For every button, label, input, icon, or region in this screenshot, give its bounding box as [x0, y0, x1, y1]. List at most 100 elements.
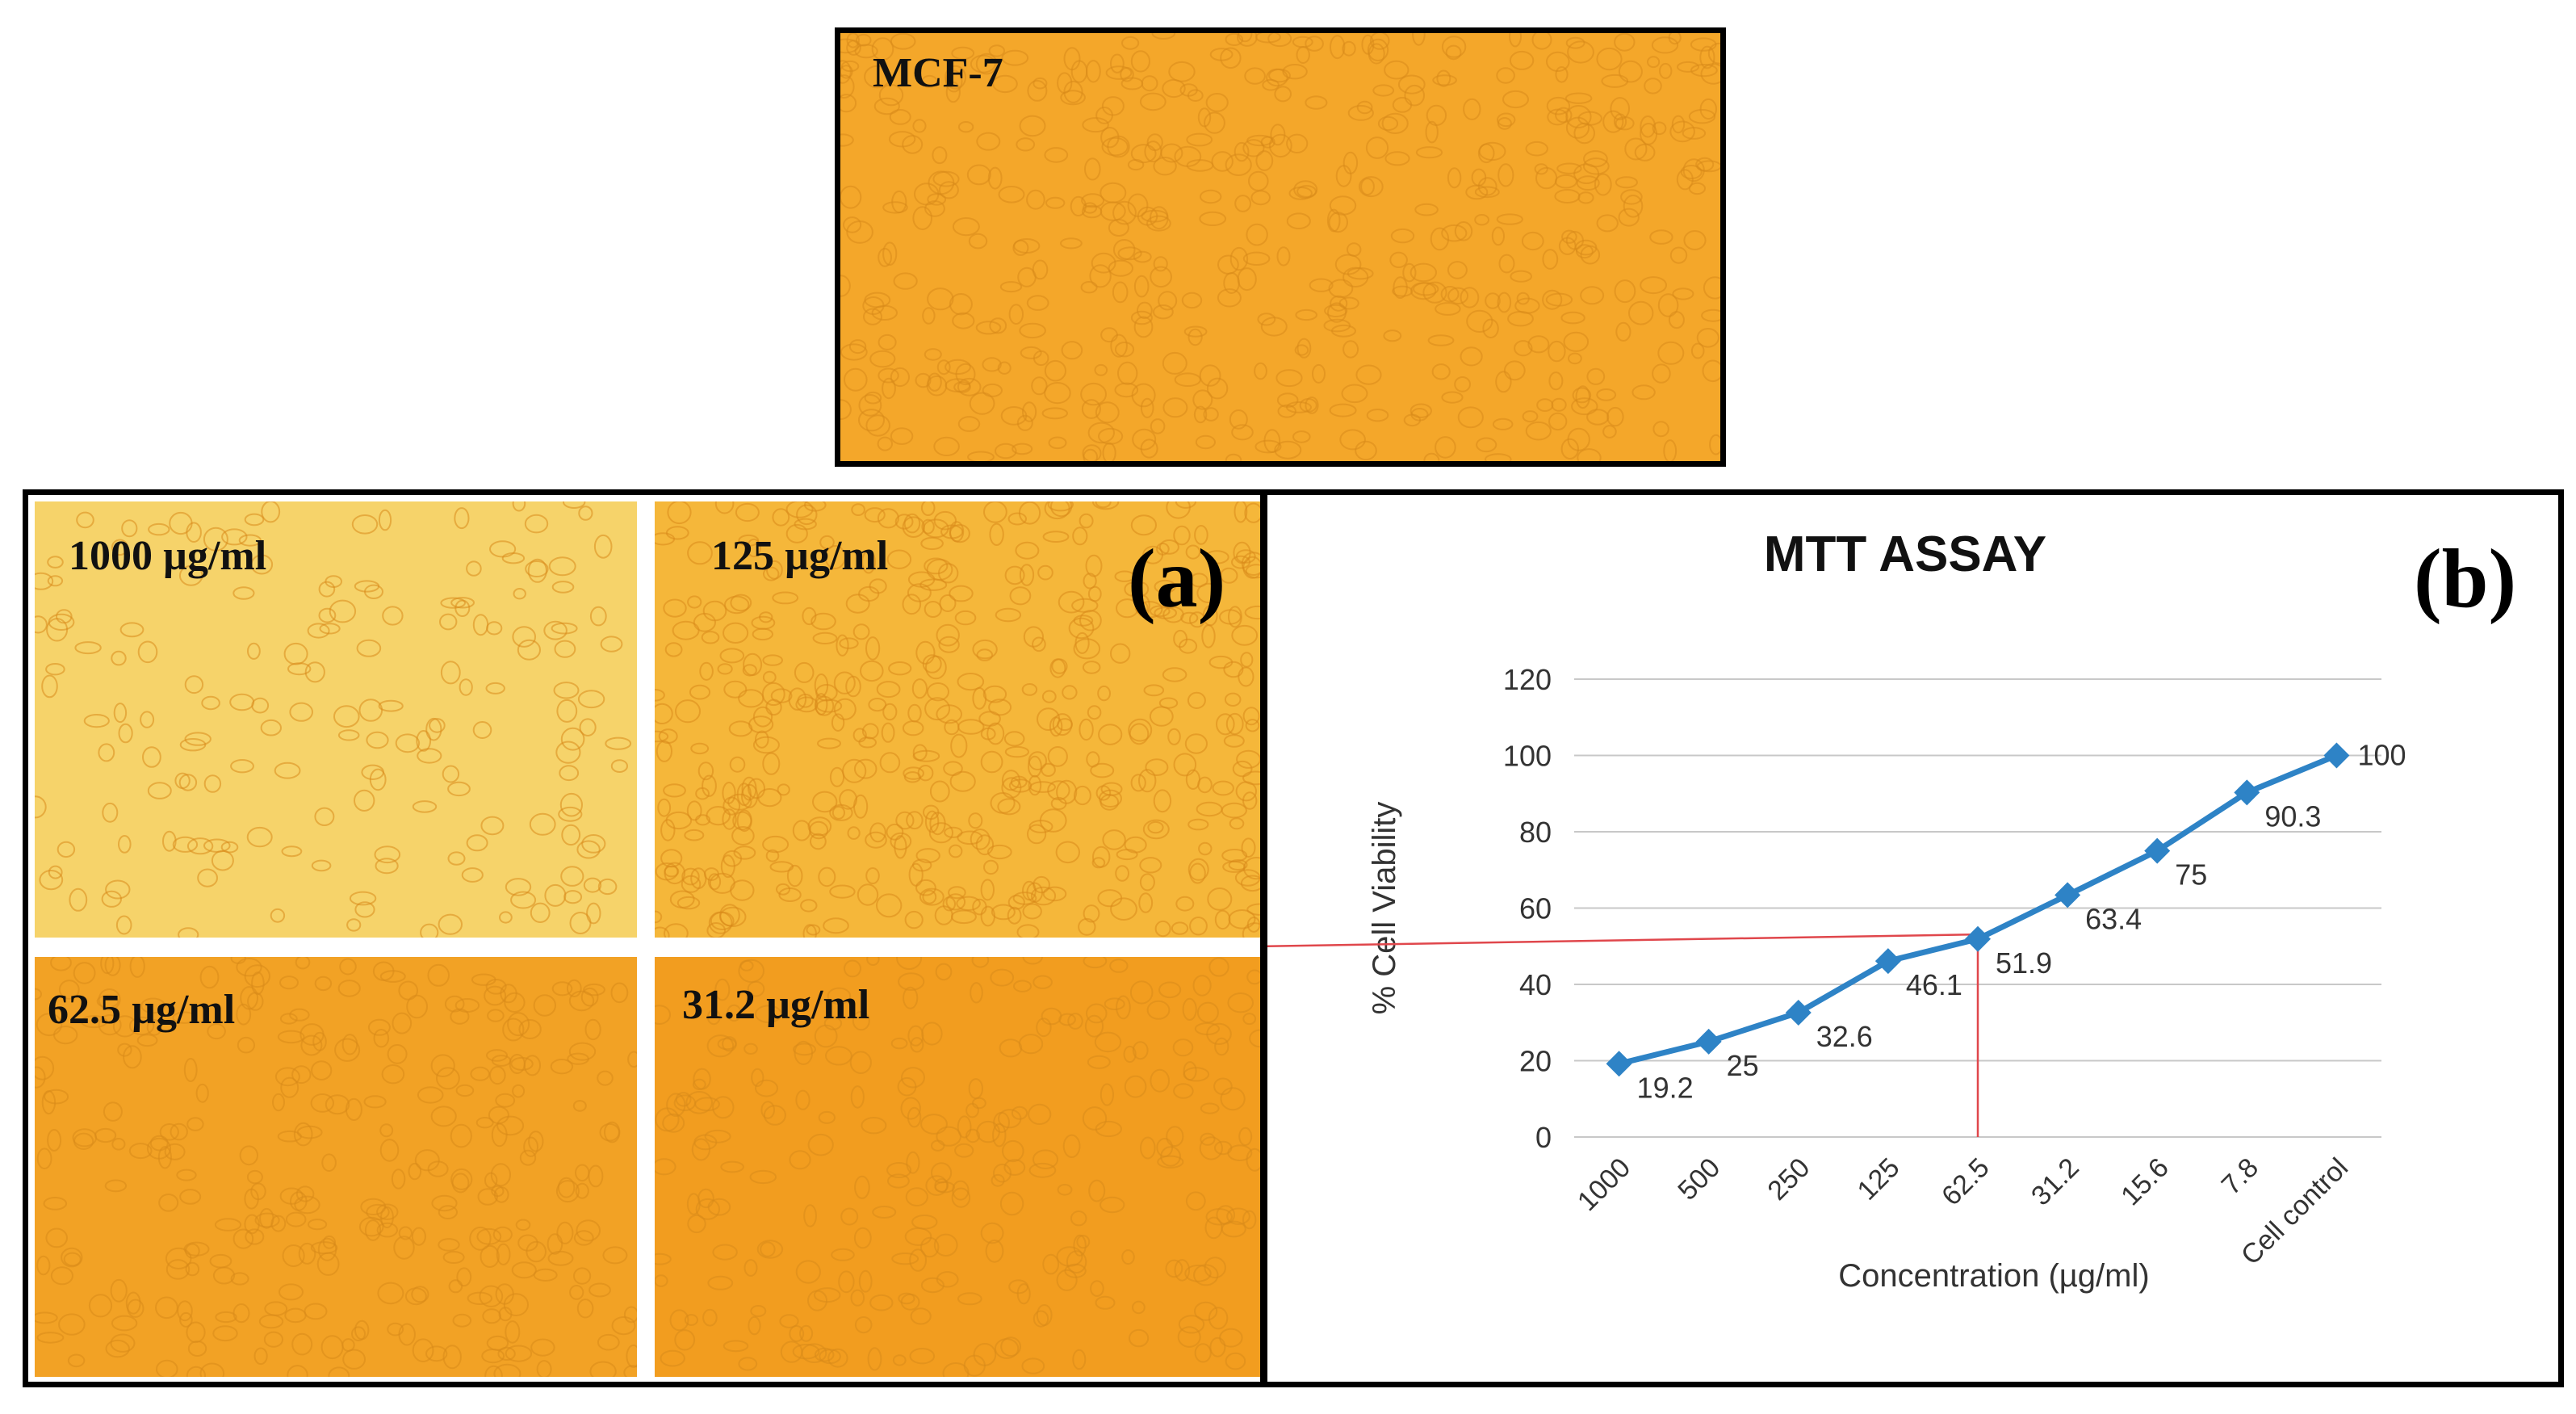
cell: [589, 1361, 617, 1377]
cell: [1110, 643, 1131, 664]
cell: [239, 1145, 258, 1166]
cell: [707, 1275, 734, 1290]
cell: [491, 1185, 505, 1198]
cell: [164, 1143, 186, 1160]
cell: [1671, 115, 1686, 134]
cell: [1216, 1205, 1236, 1225]
cell: [739, 959, 754, 971]
cell: [954, 610, 977, 626]
cell: [1142, 819, 1170, 840]
cell: [1657, 293, 1679, 317]
cell: [897, 1076, 917, 1097]
cell: [1640, 276, 1667, 295]
cell: [1257, 313, 1276, 326]
cell: [48, 613, 75, 631]
cell: [44, 1089, 69, 1105]
cell: [952, 217, 980, 237]
reference-micrograph-panel: MCF-7: [835, 27, 1726, 467]
cell: [1324, 304, 1348, 317]
cell: [950, 733, 968, 758]
cell: [510, 891, 537, 909]
cell: [156, 1359, 178, 1377]
cell: [35, 1311, 58, 1324]
cell: [354, 580, 380, 593]
cell: [1651, 36, 1679, 54]
y-tick-label: 60: [1519, 892, 1552, 925]
cell: [1048, 436, 1067, 450]
cell: [36, 1255, 51, 1276]
cell: [179, 1311, 193, 1328]
cell: [792, 820, 811, 841]
cell: [63, 1252, 82, 1267]
cell: [933, 510, 957, 531]
cell: [706, 922, 726, 938]
cell: [1182, 997, 1197, 1022]
cell: [512, 501, 526, 512]
cell: [1328, 279, 1354, 299]
cell: [250, 554, 274, 575]
cell: [1640, 123, 1658, 145]
cell: [412, 800, 438, 813]
cell: [366, 731, 389, 749]
cell: [1026, 189, 1045, 210]
cell: [1112, 200, 1137, 225]
cell: [1577, 448, 1602, 461]
cell: [1217, 288, 1242, 308]
cell: [1200, 189, 1222, 204]
cell: [215, 1311, 237, 1324]
cell: [1447, 287, 1469, 304]
cell: [970, 829, 991, 850]
cell: [1560, 311, 1585, 325]
cell: [472, 721, 492, 739]
cell: [376, 1203, 399, 1220]
cell: [1192, 975, 1212, 997]
cell: [1267, 33, 1292, 48]
cell: [1460, 287, 1480, 308]
cell: [1045, 196, 1066, 209]
cell: [1196, 801, 1223, 817]
cell: [147, 782, 172, 799]
cell: [496, 1115, 525, 1136]
cell: [939, 594, 957, 612]
cell: [376, 1222, 398, 1238]
cell: [796, 504, 818, 526]
cell: [1022, 401, 1037, 422]
cell: [1440, 286, 1460, 303]
cell: [1070, 1211, 1087, 1227]
cell: [887, 1173, 910, 1189]
cell: [1412, 33, 1426, 46]
cell: [669, 1309, 689, 1332]
cell: [894, 514, 914, 530]
cell: [1502, 90, 1529, 109]
panel-a: 1000 µg/ml 125 µg/ml 62.5 µg/ml 31.2 µg/…: [23, 489, 1266, 1387]
cell: [1432, 74, 1457, 86]
cell: [867, 1347, 882, 1371]
cell: [1158, 697, 1179, 709]
cell: [1495, 371, 1512, 393]
cell: [869, 822, 886, 843]
cell: [986, 844, 1012, 860]
cell: [427, 1160, 449, 1177]
cell: [1083, 202, 1098, 214]
cell: [712, 1244, 738, 1261]
cell: [1341, 384, 1368, 404]
cell: [1044, 382, 1071, 405]
cell: [1177, 1326, 1201, 1348]
cell: [920, 1277, 945, 1294]
cell: [903, 771, 921, 783]
cell: [762, 654, 783, 666]
cell: [1019, 115, 1046, 137]
cell: [1507, 311, 1534, 327]
cell: [382, 606, 404, 626]
cell: [865, 636, 881, 661]
cell: [451, 1173, 470, 1194]
cell: [850, 1289, 865, 1307]
cell: [221, 528, 248, 546]
cell: [186, 522, 202, 543]
cell: [909, 1248, 928, 1272]
cell: [533, 1268, 558, 1282]
cell: [1175, 896, 1195, 912]
cell: [492, 1226, 513, 1243]
cell: [588, 1164, 604, 1188]
cell: [1080, 281, 1098, 294]
